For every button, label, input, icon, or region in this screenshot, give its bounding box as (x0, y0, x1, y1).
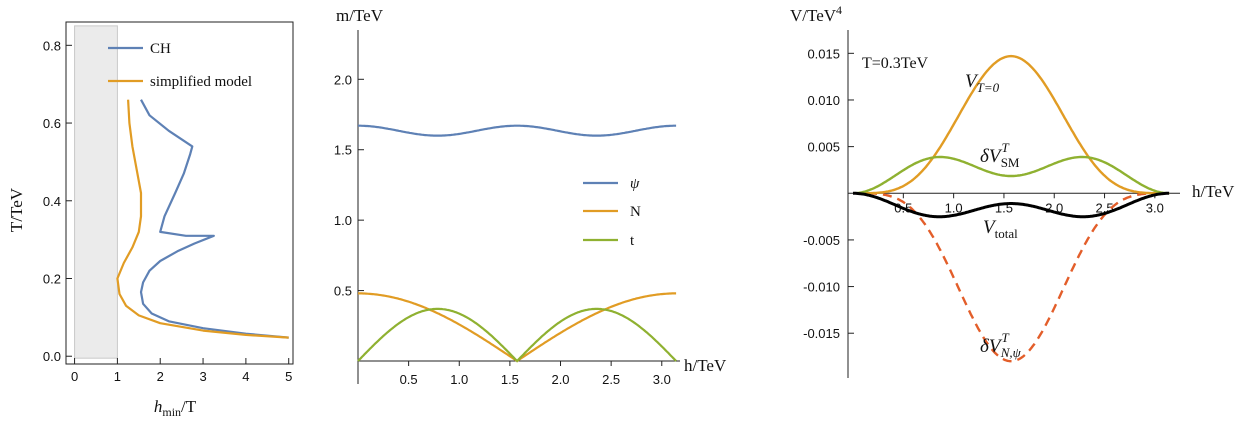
x-tick-label: 2.5 (602, 372, 620, 387)
y-tick-label: 0.8 (43, 38, 61, 53)
legend-label-n: N (630, 204, 641, 220)
x-axis-label: h/TeV (684, 356, 727, 375)
x-tick-label: 5 (285, 369, 292, 384)
x-tick-label: 3.0 (1146, 200, 1164, 215)
label-dv-npsi-sup: T (1001, 330, 1009, 345)
x-axis-label: hmin/T (154, 397, 197, 419)
x-axis-ticks: 0 1 2 3 4 5 (71, 358, 292, 384)
y-tick-label: -0.015 (803, 326, 840, 341)
y-tick-label: 0.015 (807, 46, 840, 61)
series-v-t0-line (853, 54, 1170, 195)
panel-1: 0 1 2 3 4 5 0.0 0.2 0.4 0.6 0.8 CH simplified mod… (7, 21, 294, 419)
series-dv-npsi-line (853, 192, 1170, 363)
legend: CH simplified model (108, 41, 252, 90)
x-axis-label: h/TeV (1192, 182, 1235, 201)
series-dv-sm-line (853, 155, 1170, 195)
y-tick-label: -0.005 (803, 233, 840, 248)
series-t-line (357, 307, 677, 363)
series-simplified-line (116, 99, 289, 339)
x-axis-label-main: h (154, 397, 163, 416)
x-tick-label: 1.0 (450, 372, 468, 387)
x-axis-ticks: 0.5 1.0 1.5 2.0 2.5 3.0 (400, 361, 671, 387)
y-tick-label: 0.4 (43, 194, 61, 209)
x-tick-label: 1.5 (501, 372, 519, 387)
x-axis-label-sub: min (162, 405, 181, 419)
legend-label-ch: CH (150, 41, 171, 57)
legend-label-psi: ψ (630, 176, 640, 192)
label-v-t0-sub: T=0 (977, 80, 1000, 95)
label-dv-npsi-sub: N,ψ (1000, 345, 1022, 360)
label-v-total-sub: total (995, 226, 1018, 241)
series-lines (116, 99, 289, 339)
x-axis-label-tail: /T (181, 397, 197, 416)
x-tick-label: 2 (157, 369, 164, 384)
x-tick-label: 3 (199, 369, 206, 384)
y-axis-ticks: 0.015 0.010 0.005 -0.005 -0.010 -0.015 (803, 46, 854, 341)
y-axis-ticks: 0.0 0.2 0.4 0.6 0.8 (43, 38, 72, 364)
y-tick-label: 0.5 (334, 284, 352, 299)
y-tick-label: -0.010 (803, 280, 840, 295)
label-v-t0: VT=0 (965, 71, 1000, 95)
series-lines (853, 54, 1170, 363)
series-lines (357, 124, 677, 363)
y-axis-label: T/TeV (7, 187, 26, 232)
x-tick-label: 1.0 (945, 200, 963, 215)
legend: ψ N t (583, 176, 641, 249)
plot-frame (65, 21, 294, 365)
x-tick-label: 0.5 (400, 372, 418, 387)
y-axis-label-sup: 4 (836, 3, 842, 17)
y-axis-label-main: V/TeV (790, 6, 837, 25)
y-axis-label: m/TeV (336, 6, 384, 25)
x-tick-label: 4 (242, 369, 249, 384)
label-dv-sm-main: δV (980, 146, 1003, 167)
temperature-annotation: T=0.3TeV (862, 55, 929, 72)
y-tick-label: 0.010 (807, 93, 840, 108)
legend-label-t: t (630, 233, 635, 249)
label-dv-sm: δVT SM (980, 140, 1020, 170)
y-tick-label: 0.2 (43, 272, 61, 287)
panel-2: 0.5 1.0 1.5 2.0 2.5 3.0 0.5 1.0 1.5 2.0 m/TeV h/… (334, 6, 727, 387)
excluded-region-shade (74, 25, 118, 359)
label-dv-sm-sub: SM (1001, 155, 1020, 170)
label-dv-sm-sup: T (1001, 140, 1009, 155)
y-tick-label: 2.0 (334, 72, 352, 87)
y-tick-label: 1.0 (334, 213, 352, 228)
y-tick-label: 0.005 (807, 140, 840, 155)
x-tick-label: 0 (71, 369, 78, 384)
y-tick-label: 1.5 (334, 143, 352, 158)
x-tick-label: 2.0 (551, 372, 569, 387)
y-tick-label: 0.0 (43, 349, 61, 364)
label-dv-npsi: δVT N,ψ (980, 330, 1022, 360)
y-axis-ticks: 0.5 1.0 1.5 2.0 (334, 72, 364, 299)
label-dv-npsi-main: δV (980, 336, 1003, 357)
label-v-t0-main: V (965, 71, 979, 92)
series-psi-line (358, 124, 677, 137)
x-tick-label: 1 (114, 369, 121, 384)
y-tick-label: 0.6 (43, 116, 61, 131)
x-tick-label: 3.0 (653, 372, 671, 387)
series-ch-line (139, 99, 289, 339)
series-n-line (358, 292, 677, 363)
legend-label-simplified: simplified model (150, 74, 252, 90)
label-v-total: Vtotal (983, 217, 1018, 241)
label-v-total-main: V (983, 217, 997, 238)
y-axis-label: V/TeV4 (790, 3, 842, 25)
panel-3: 0.5 1.0 1.5 2.0 2.5 3.0 0.0150.0100.005-0.005… (790, 3, 1235, 378)
series-v-total-line (853, 191, 1170, 219)
